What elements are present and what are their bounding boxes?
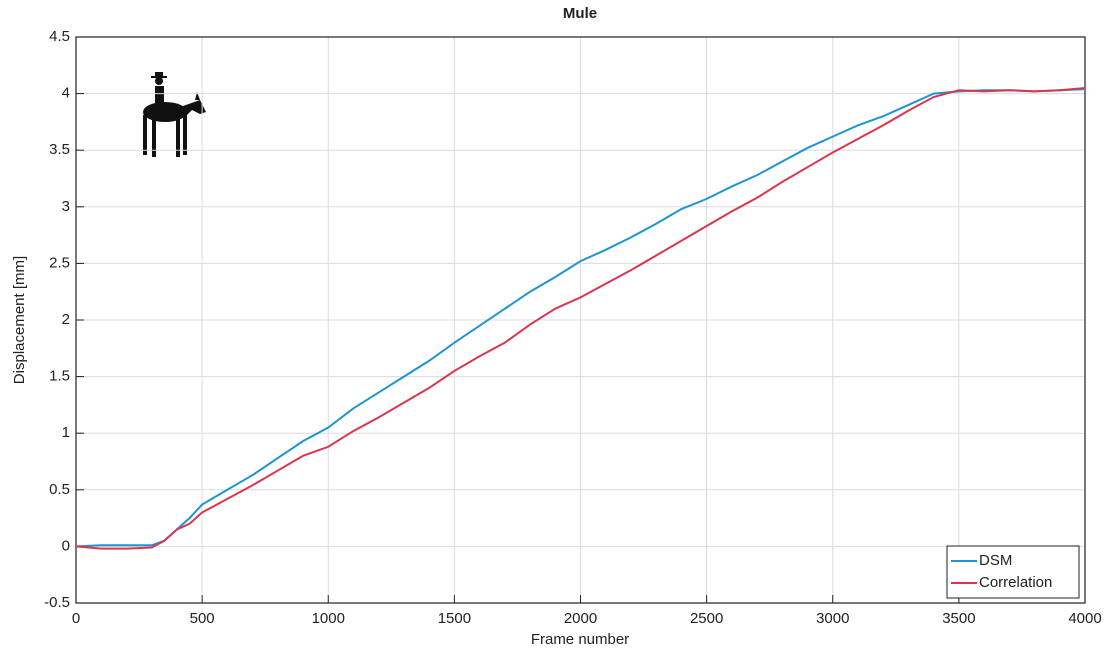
y-axis-label: Displacement [mm] [11, 256, 28, 384]
legend-label: DSM [979, 552, 1012, 569]
y-tick-label: 2.5 [49, 254, 70, 271]
x-tick-label: 3500 [942, 610, 975, 627]
legend-label: Correlation [979, 574, 1052, 591]
y-tick-label: 0 [62, 537, 70, 554]
x-tick-label: 4000 [1068, 610, 1101, 627]
data-line [75, 88, 1086, 548]
y-tick-label: 3.5 [49, 141, 70, 158]
x-tick-label: 2500 [690, 610, 723, 627]
x-tick-label: 1500 [438, 610, 471, 627]
y-tick-label: 4 [62, 85, 70, 102]
x-tick-label: 500 [190, 610, 215, 627]
x-tick-label: 2000 [564, 610, 597, 627]
data-line [75, 86, 1086, 550]
plot-frame [75, 36, 1086, 604]
legend-box [946, 545, 1080, 599]
mule-icon [143, 72, 206, 157]
x-tick-label: 0 [72, 610, 80, 627]
y-tick-label: 2 [62, 311, 70, 328]
y-tick-label: 1 [62, 424, 70, 441]
y-tick-label: -0.5 [44, 594, 70, 611]
y-tick-label: 1.5 [49, 368, 70, 385]
y-tick-label: 0.5 [49, 481, 70, 498]
chart-title: Mule [563, 5, 597, 22]
y-tick-label: 3 [62, 198, 70, 215]
x-tick-label: 3000 [816, 610, 849, 627]
x-tick-label: 1000 [312, 610, 345, 627]
y-tick-label: 4.5 [49, 28, 70, 45]
x-axis-label: Frame number [531, 631, 629, 648]
